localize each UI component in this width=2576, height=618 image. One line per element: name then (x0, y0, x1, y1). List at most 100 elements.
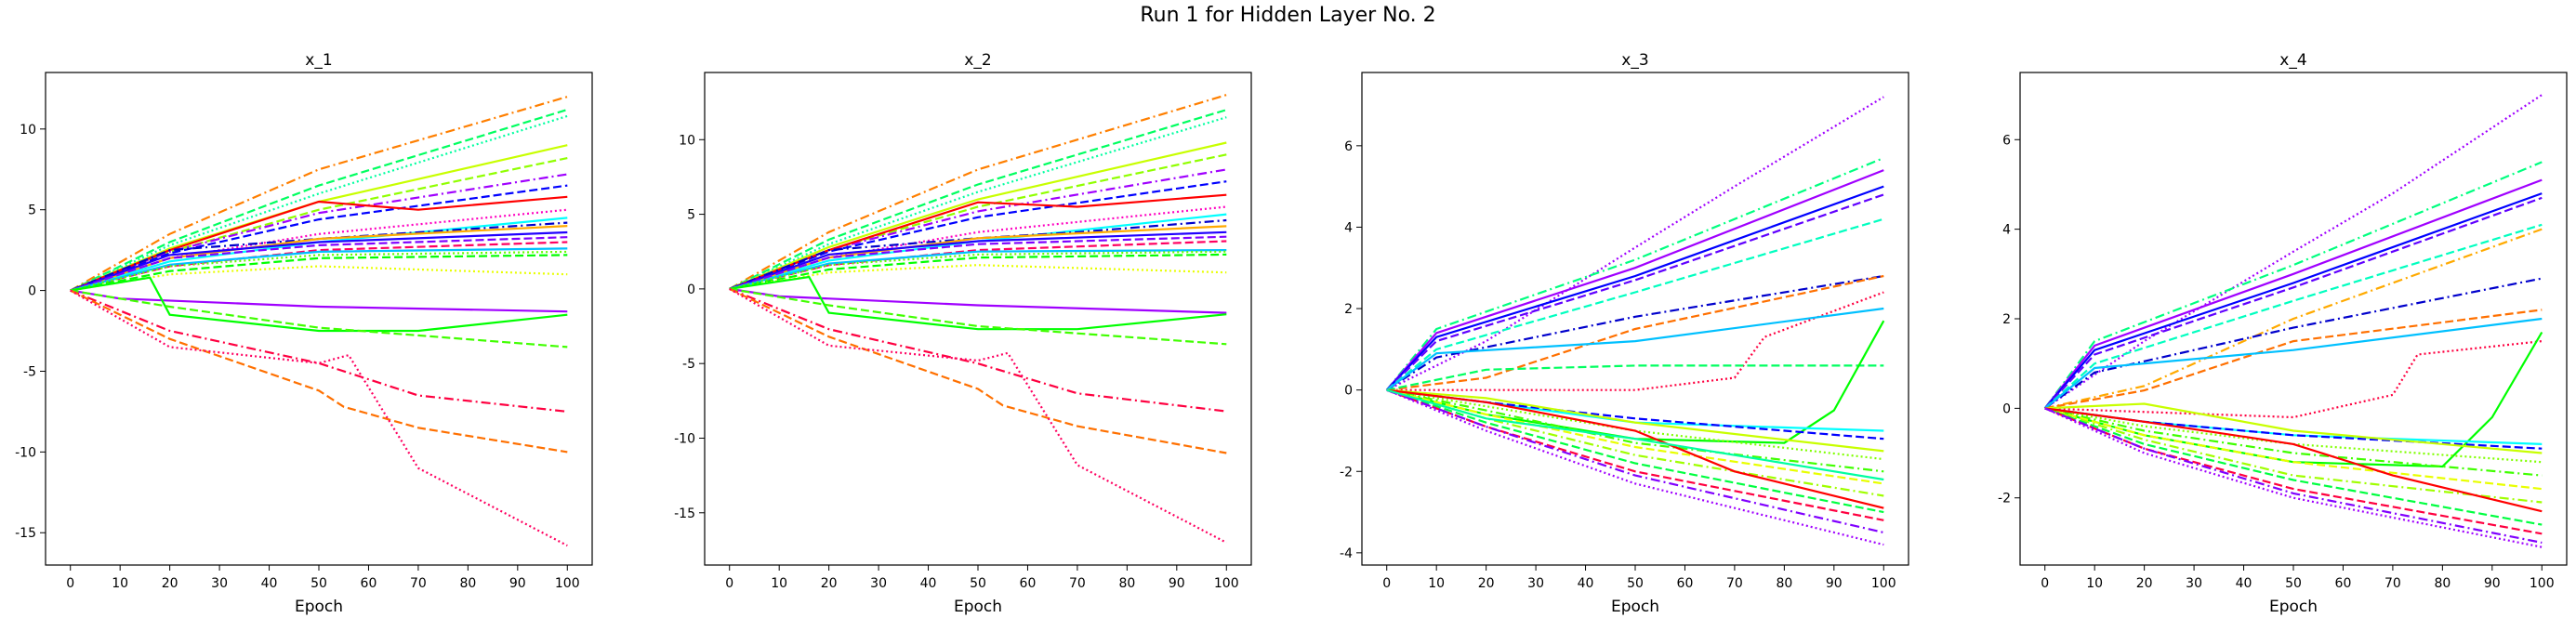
series-line (2044, 277, 2543, 410)
series-line (729, 230, 1227, 290)
series-line (2044, 407, 2543, 535)
y-tick-label: 6 (1344, 139, 1353, 154)
series-line (1386, 388, 1884, 509)
x-tick-label: 20 (2136, 576, 2153, 591)
series-line (729, 253, 1227, 290)
y-tick-label: -4 (1340, 546, 1353, 561)
subplot-title: x_4 (2279, 51, 2306, 70)
x-tick-label: 50 (970, 576, 986, 591)
series-line (729, 250, 1227, 290)
series-line (1386, 364, 1884, 391)
figure-title: Run 1 for Hidden Layer No. 2 (1140, 4, 1436, 27)
series-line (1386, 388, 1884, 546)
x-tick-label: 30 (2186, 576, 2202, 591)
x-tick-label: 50 (2285, 576, 2302, 591)
x-tick-label: 30 (1527, 576, 1544, 591)
y-tick-label: 0 (1344, 384, 1353, 399)
series-line (2044, 407, 2543, 513)
x-axis-label: Epoch (1611, 598, 1659, 616)
x-tick-label: 10 (112, 576, 128, 591)
y-tick-label: 2 (1344, 302, 1353, 317)
series-line (729, 287, 1227, 454)
y-tick-label: -2 (1998, 492, 2011, 506)
x-tick-label: 100 (2530, 576, 2555, 591)
series-line (729, 287, 1227, 413)
x-tick-label: 90 (1826, 576, 1843, 591)
series-line (2043, 161, 2543, 410)
subplot-x_2: 0 10 20 30 40 50 60 70 80 90 100 -15 -10 -5 0 5 10 x_2 Epo… (674, 51, 1252, 616)
x-tick-label: 40 (2236, 576, 2252, 591)
x-tick-label: 80 (2434, 576, 2451, 591)
x-tick-label: 40 (1578, 576, 1594, 591)
series-line (1386, 274, 1884, 391)
series-line (1386, 307, 1884, 391)
series-line (729, 94, 1227, 290)
x-tick-label: 100 (555, 576, 580, 591)
x-tick-label: 0 (2041, 576, 2049, 591)
x-tick-label: 80 (1118, 576, 1135, 591)
series-line (729, 193, 1227, 290)
y-tick-label: 6 (2002, 133, 2011, 148)
series-line (1386, 388, 1884, 485)
series-line (729, 287, 1227, 544)
axes-frame (1361, 72, 1909, 566)
series-line (2043, 223, 2543, 410)
x-tick-label: 100 (1871, 576, 1896, 591)
series-line (729, 116, 1227, 290)
series-line (729, 109, 1227, 290)
x-tick-label: 30 (211, 576, 228, 591)
subplot-x_3: 0 10 20 30 40 50 60 70 80 90 100 -4 -2 0 2 4 6 x_3 Epoch (1340, 51, 1909, 616)
y-tick-label: 4 (1344, 220, 1353, 235)
x-tick-label: 0 (1382, 576, 1391, 591)
series-line (1385, 185, 1884, 391)
series-line (2044, 317, 2543, 410)
y-tick-label: -5 (682, 357, 695, 372)
axes-frame (704, 72, 1252, 566)
y-tick-label: -2 (1340, 465, 1353, 480)
series-line (70, 96, 568, 292)
subplot-title: x_1 (305, 51, 332, 70)
series-line (2043, 178, 2543, 410)
series-line (1385, 193, 1884, 391)
series-line (70, 230, 568, 292)
series-line (1385, 156, 1884, 391)
y-tick-label: 10 (679, 133, 695, 148)
x-axis-label: Epoch (2269, 598, 2318, 616)
series-line (2044, 407, 2543, 526)
series-line (729, 235, 1227, 290)
series-line (2043, 192, 2543, 410)
y-tick-label: -15 (15, 526, 36, 541)
subplot-x_1: 0 10 20 30 40 50 60 70 80 90 100 -15 -10 -5 0 5 10 x_1 Epo… (15, 51, 593, 616)
y-tick-label: 10 (20, 123, 36, 138)
x-tick-label: 60 (1677, 576, 1694, 591)
x-tick-label: 70 (2384, 576, 2401, 591)
y-tick-label: 0 (687, 283, 695, 297)
series-line (70, 236, 568, 292)
subplot-title: x_2 (964, 51, 991, 70)
series-line (70, 250, 568, 292)
x-tick-label: 50 (310, 576, 327, 591)
y-tick-label: 5 (687, 208, 695, 223)
series-line (2044, 402, 2543, 454)
y-tick-label: -15 (674, 506, 695, 521)
series-line (2044, 407, 2543, 491)
x-tick-label: 20 (821, 576, 838, 591)
series-line (70, 276, 568, 333)
series-line (2044, 228, 2543, 410)
y-tick-label: -10 (15, 445, 36, 460)
series-line (2044, 407, 2543, 548)
series-line (70, 195, 568, 292)
series-line (1386, 388, 1884, 461)
series-line (729, 141, 1227, 290)
x-tick-label: 0 (725, 576, 733, 591)
series-line (1386, 291, 1884, 391)
series-line (70, 289, 568, 413)
series-line (729, 213, 1227, 290)
series-line (2044, 407, 2543, 504)
x-tick-label: 20 (1478, 576, 1495, 591)
subplot-title: x_3 (1621, 51, 1648, 70)
x-tick-label: 40 (920, 576, 937, 591)
series-line (729, 287, 1227, 346)
x-tick-label: 10 (771, 576, 787, 591)
